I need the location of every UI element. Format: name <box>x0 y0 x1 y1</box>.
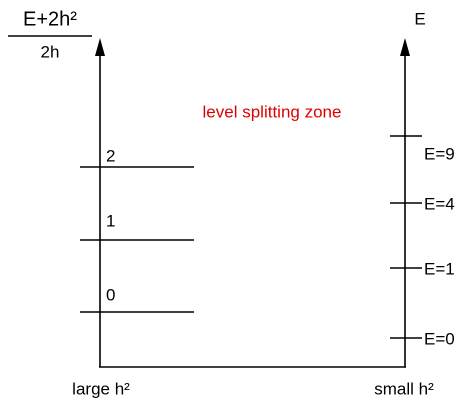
level-label: 0 <box>106 285 115 304</box>
right-axis-label: E <box>414 9 425 28</box>
level-label: 2 <box>106 146 115 165</box>
left-axis-arrow <box>95 38 105 56</box>
tick-label: E=9 <box>424 144 455 163</box>
left-axis-numerator: E+2h² <box>23 8 77 30</box>
tick-label: E=4 <box>424 194 455 213</box>
tick-label: E=0 <box>424 329 455 348</box>
right-axis-arrow <box>400 38 410 56</box>
bottom-label-left: large h² <box>72 379 130 398</box>
left-axis-denominator: 2h <box>41 42 60 61</box>
tick-label: E=1 <box>424 259 455 278</box>
bottom-label-right: small h² <box>374 379 434 398</box>
level-label: 1 <box>106 211 115 230</box>
annotation: level splitting zone <box>203 102 342 121</box>
